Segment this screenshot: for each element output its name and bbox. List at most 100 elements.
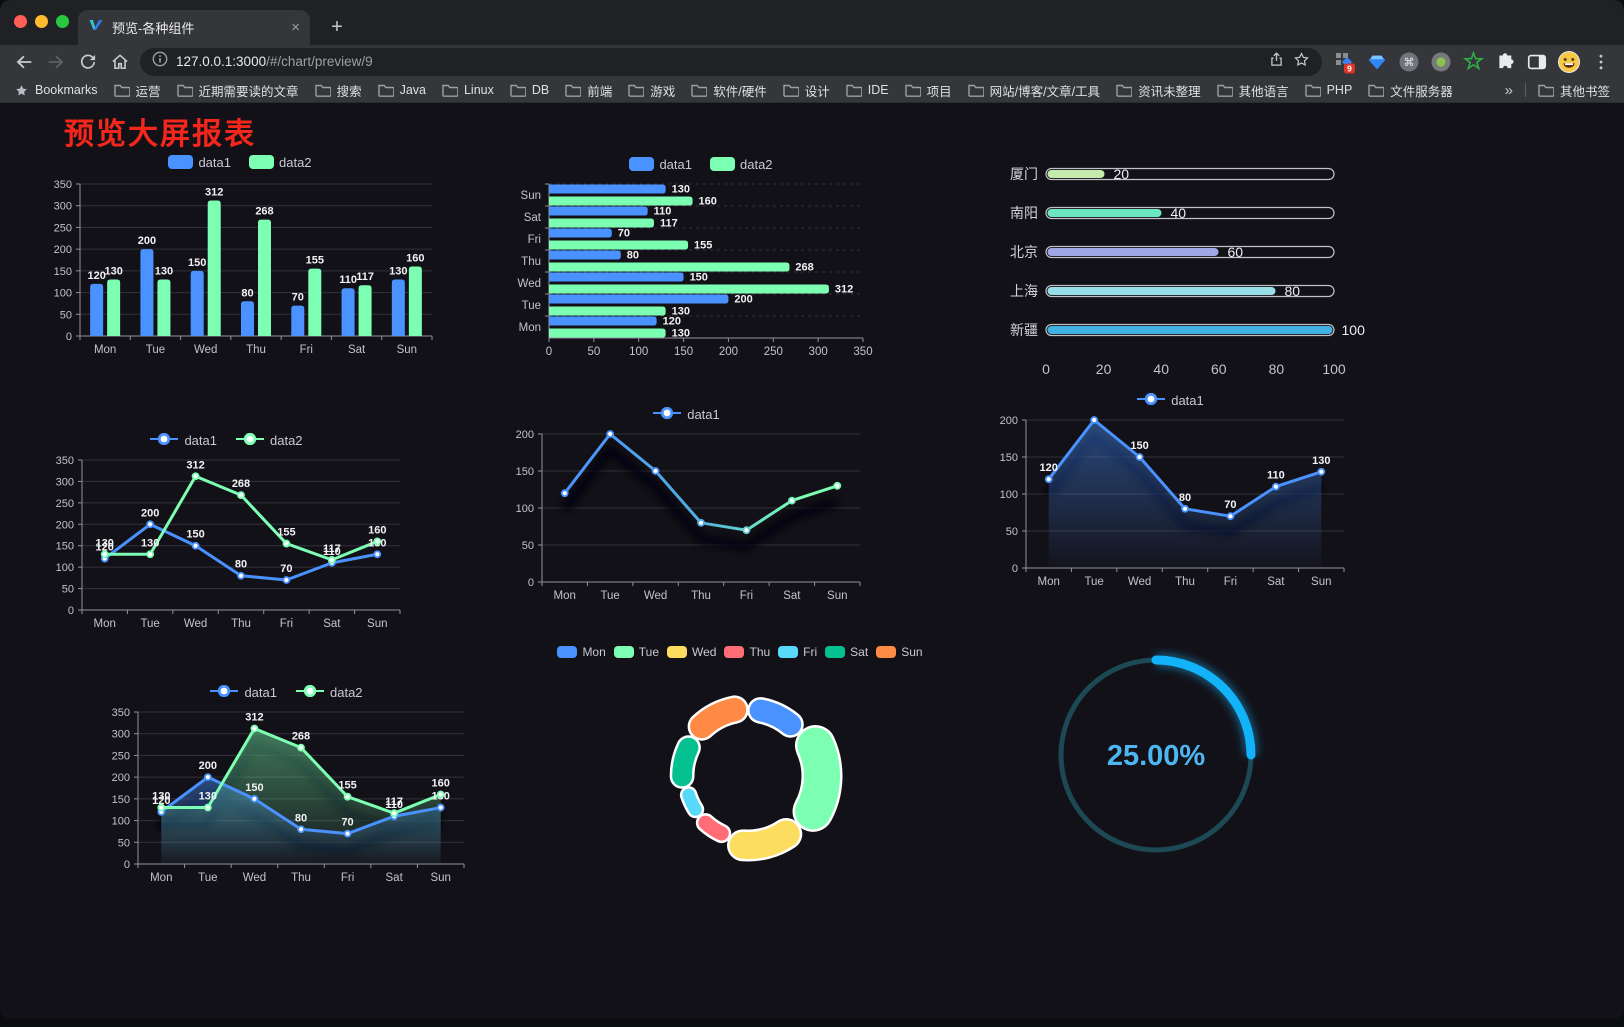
extension-gem-icon[interactable] [1364, 49, 1390, 75]
bookmark-star-icon[interactable] [1293, 51, 1310, 73]
svg-text:300: 300 [112, 729, 130, 741]
zoom-window-button[interactable] [56, 15, 69, 28]
svg-text:0: 0 [528, 577, 534, 589]
site-info-icon[interactable] [152, 51, 168, 72]
legend-swatch [557, 646, 578, 658]
legend-label: data2 [270, 432, 303, 448]
legend-item-data1[interactable]: data1 [629, 157, 692, 172]
svg-text:150: 150 [186, 529, 204, 541]
bookmark-folder[interactable]: 近期需要读的文章 [176, 81, 299, 100]
address-bar[interactable]: 127.0.0.1:3000/#/chart/preview/9 [140, 47, 1322, 76]
profile-avatar[interactable] [1556, 49, 1582, 75]
legend-item-data2[interactable]: data2 [249, 155, 312, 170]
back-button[interactable] [8, 48, 40, 76]
svg-text:150: 150 [245, 782, 263, 794]
svg-text:312: 312 [205, 187, 223, 199]
bookmark-folder[interactable]: 前端 [565, 81, 612, 100]
tab-close-icon[interactable]: × [291, 19, 300, 36]
svg-text:110: 110 [323, 546, 341, 558]
browser-tab[interactable]: 预览-各种组件 × [78, 10, 310, 45]
svg-text:268: 268 [795, 262, 813, 274]
legend-item-Mon[interactable]: Mon [557, 645, 606, 659]
extension-star-icon[interactable] [1460, 49, 1486, 75]
chart-legend: data1 data2 [98, 680, 474, 704]
svg-text:200: 200 [199, 760, 217, 772]
svg-text:250: 250 [54, 222, 72, 234]
home-button[interactable] [104, 48, 136, 76]
menu-dots-icon[interactable] [1588, 49, 1614, 75]
new-tab-button[interactable]: + [331, 16, 343, 38]
extension-grid-icon[interactable]: 9 [1332, 49, 1358, 75]
legend-item-data2[interactable]: data2 [235, 432, 303, 448]
other-bookmarks-folder[interactable]: 其他书签 [1538, 81, 1610, 100]
svg-text:Fri: Fri [740, 590, 753, 602]
bookmark-folder-label: 其他语言 [1238, 84, 1289, 99]
legend-item-Sun[interactable]: Sun [876, 645, 923, 659]
svg-text:117: 117 [660, 218, 678, 230]
legend-item-data1[interactable]: data1 [149, 432, 217, 448]
url-text[interactable]: 127.0.0.1:3000/#/chart/preview/9 [176, 54, 373, 69]
svg-text:0: 0 [124, 859, 130, 871]
svg-text:20: 20 [1114, 166, 1130, 182]
svg-text:Thu: Thu [246, 344, 266, 356]
legend-item-Thu[interactable]: Thu [724, 645, 770, 659]
bookmark-folder-label: 项目 [926, 84, 952, 99]
svg-text:70: 70 [341, 817, 353, 829]
legend-swatch [249, 155, 274, 169]
svg-text:117: 117 [385, 796, 403, 808]
legend-item-Sat[interactable]: Sat [825, 645, 868, 659]
legend-item-data2[interactable]: data2 [295, 684, 363, 700]
bookmark-folder[interactable]: 文件服务器 [1368, 81, 1453, 100]
bookmark-folder[interactable]: Java [377, 81, 426, 100]
bookmark-folder[interactable]: 搜索 [314, 81, 362, 100]
bookmark-folder[interactable]: 设计 [783, 81, 830, 100]
close-window-button[interactable] [14, 15, 27, 28]
bookmark-folder[interactable]: IDE [846, 81, 889, 100]
extension-record-icon[interactable] [1428, 49, 1454, 75]
legend-label: Sat [850, 645, 869, 659]
legend-item-data2[interactable]: data2 [710, 157, 773, 172]
legend-item-data1[interactable]: data1 [209, 684, 277, 700]
svg-text:120: 120 [663, 316, 681, 328]
chart-rose-donut: Mon Tue Wed Thu Fri Sat Sun [548, 640, 932, 888]
svg-text:Mon: Mon [94, 618, 116, 630]
legend-item-data1[interactable]: data1 [1136, 392, 1204, 408]
reload-button[interactable] [72, 48, 104, 76]
legend-item-data1[interactable]: data1 [168, 155, 231, 170]
side-panel-icon[interactable] [1524, 49, 1550, 75]
bookmark-folder[interactable]: PHP [1304, 81, 1352, 100]
svg-text:Sat: Sat [524, 212, 542, 224]
bookmark-folder[interactable]: 其他语言 [1216, 81, 1289, 100]
folder-icon [1216, 84, 1233, 97]
svg-text:Fri: Fri [528, 234, 541, 246]
extensions-puzzle-icon[interactable] [1492, 49, 1518, 75]
legend-label: data1 [659, 156, 692, 172]
svg-text:150: 150 [1130, 440, 1148, 452]
bookmarks-overflow-chevron[interactable]: » [1504, 81, 1513, 99]
legend-item-data1[interactable]: data1 [652, 406, 720, 422]
bookmark-folder[interactable]: 项目 [904, 81, 952, 100]
bookmark-folders: 运营 近期需要读的文章 搜索 Java Linux DB 前端 游戏 软件/硬件 设计 IDE 项目 网… [113, 81, 1453, 100]
extension-command-icon[interactable]: ⌘ [1396, 49, 1422, 75]
bookmark-folder[interactable]: 运营 [113, 81, 161, 100]
bookmark-folder[interactable]: 软件/硬件 [691, 81, 767, 100]
svg-text:50: 50 [62, 584, 74, 596]
bookmark-folder[interactable]: 网站/博客/文章/工具 [967, 81, 1100, 100]
bookmark-folder[interactable]: Linux [442, 81, 494, 100]
bookmark-folder[interactable]: 游戏 [628, 81, 675, 100]
share-icon[interactable] [1268, 51, 1285, 73]
chart-canvas: 0 50 100 150 200 Mon Tue Wed Thu Fri Sat Sun [502, 426, 870, 613]
svg-text:Tue: Tue [600, 590, 619, 602]
legend-item-Tue[interactable]: Tue [613, 645, 659, 659]
forward-button[interactable] [40, 48, 72, 76]
chart-two-area: data1 data2 0 50 100 150 200 250 300 350 Mon Tue Wed… [98, 680, 474, 890]
svg-text:130: 130 [96, 537, 114, 549]
bookmark-folder[interactable]: DB [510, 81, 549, 100]
bookmarks-manager[interactable]: Bookmarks [14, 83, 98, 98]
legend-item-Fri[interactable]: Fri [778, 645, 817, 659]
legend-item-Wed[interactable]: Wed [667, 645, 716, 659]
bookmarks-star-icon [16, 84, 27, 95]
minimize-window-button[interactable] [35, 15, 48, 28]
bookmark-folder[interactable]: 资讯未整理 [1116, 81, 1201, 100]
